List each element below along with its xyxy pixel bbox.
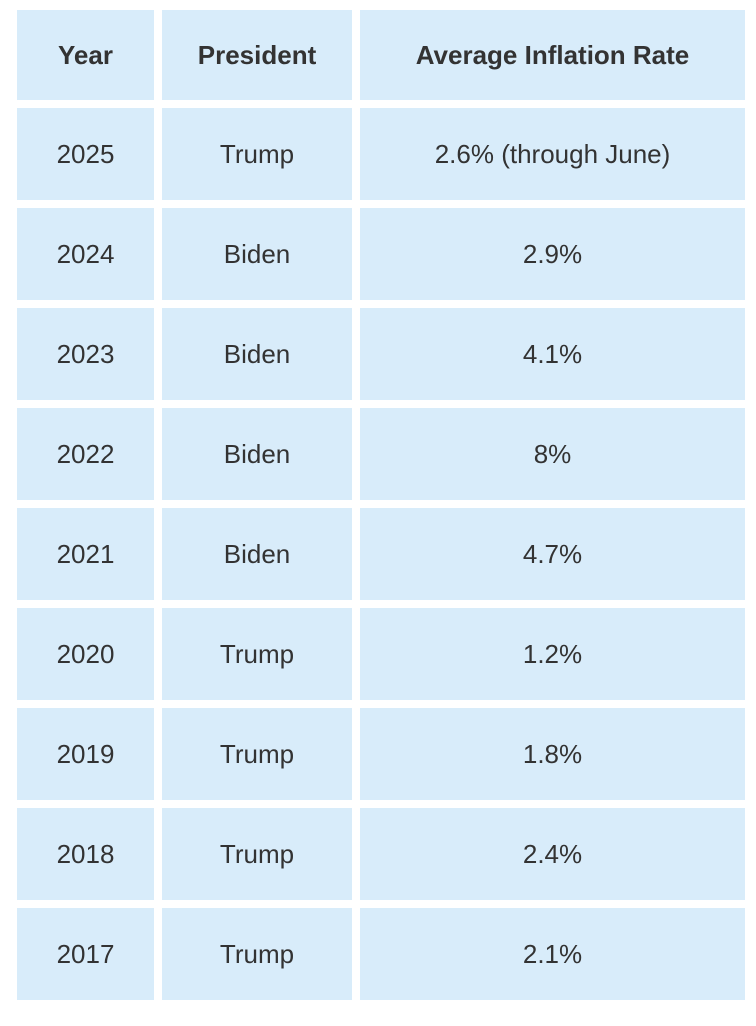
inflation-rate-cell: 2.1% <box>360 908 745 1000</box>
year-cell: 2025 <box>17 108 154 200</box>
table-row: 2024 Biden 2.9% <box>17 208 745 300</box>
year-cell: 2021 <box>17 508 154 600</box>
president-cell: Biden <box>162 508 352 600</box>
table-row: 2019 Trump 1.8% <box>17 708 745 800</box>
president-cell: Trump <box>162 608 352 700</box>
header-cell-president: President <box>162 10 352 100</box>
inflation-rate-cell: 8% <box>360 408 745 500</box>
inflation-rate-cell: 1.8% <box>360 708 745 800</box>
president-cell: Biden <box>162 308 352 400</box>
president-cell: Trump <box>162 108 352 200</box>
year-cell: 2019 <box>17 708 154 800</box>
inflation-rate-cell: 1.2% <box>360 608 745 700</box>
year-cell: 2022 <box>17 408 154 500</box>
year-cell: 2018 <box>17 808 154 900</box>
table-row: 2022 Biden 8% <box>17 408 745 500</box>
president-cell: Biden <box>162 208 352 300</box>
table-row: 2023 Biden 4.1% <box>17 308 745 400</box>
table-body: 2025 Trump 2.6% (through June) 2024 Biden 2.9… <box>17 108 745 1000</box>
inflation-table: Year President Average Inflation Rate 20… <box>9 2 753 1008</box>
inflation-rate-cell: 4.7% <box>360 508 745 600</box>
table-header: Year President Average Inflation Rate <box>17 10 745 100</box>
header-row: Year President Average Inflation Rate <box>17 10 745 100</box>
table-row: 2021 Biden 4.7% <box>17 508 745 600</box>
inflation-rate-cell: 2.9% <box>360 208 745 300</box>
year-cell: 2020 <box>17 608 154 700</box>
header-cell-year: Year <box>17 10 154 100</box>
inflation-rate-cell: 2.4% <box>360 808 745 900</box>
president-cell: Trump <box>162 708 352 800</box>
president-cell: Trump <box>162 908 352 1000</box>
table-row: 2018 Trump 2.4% <box>17 808 745 900</box>
president-cell: Trump <box>162 808 352 900</box>
president-cell: Biden <box>162 408 352 500</box>
table-row: 2020 Trump 1.2% <box>17 608 745 700</box>
inflation-rate-cell: 4.1% <box>360 308 745 400</box>
header-cell-inflation-rate: Average Inflation Rate <box>360 10 745 100</box>
inflation-rate-cell: 2.6% (through June) <box>360 108 745 200</box>
year-cell: 2023 <box>17 308 154 400</box>
table-row: 2025 Trump 2.6% (through June) <box>17 108 745 200</box>
table-row: 2017 Trump 2.1% <box>17 908 745 1000</box>
year-cell: 2024 <box>17 208 154 300</box>
year-cell: 2017 <box>17 908 154 1000</box>
